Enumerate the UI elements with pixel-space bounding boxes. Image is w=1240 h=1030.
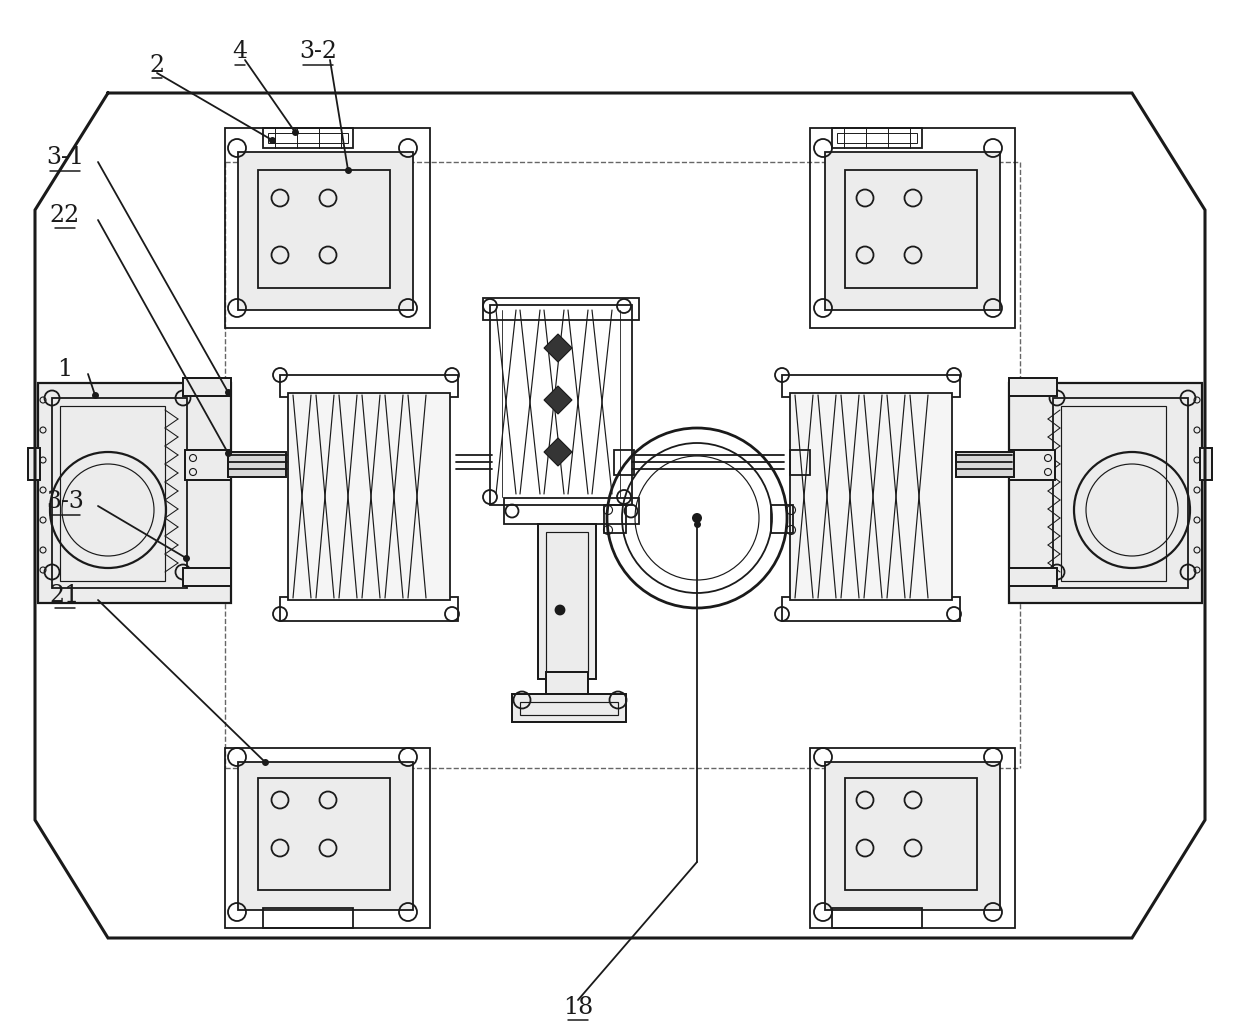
Bar (268, 133, 348, 143)
Bar (263, 908, 353, 928)
Polygon shape (544, 386, 572, 414)
Bar (184, 568, 231, 586)
Bar (1009, 568, 1056, 586)
Polygon shape (544, 438, 572, 466)
Bar (956, 452, 1014, 477)
Bar (1009, 383, 1202, 603)
Bar (546, 533, 588, 672)
Text: 4: 4 (232, 40, 248, 64)
Bar (184, 378, 231, 396)
Bar (810, 128, 1016, 328)
Bar (29, 448, 40, 480)
Bar (29, 448, 40, 480)
Bar (844, 778, 977, 890)
Bar (832, 908, 923, 928)
Bar (790, 393, 952, 600)
Bar (782, 597, 960, 621)
Bar (956, 452, 1014, 477)
Bar (280, 597, 458, 621)
Bar (1009, 568, 1056, 586)
Bar (546, 672, 588, 694)
Bar (825, 152, 999, 310)
Bar (832, 128, 923, 148)
Bar (1009, 450, 1055, 480)
Bar (184, 568, 231, 586)
Bar (538, 524, 596, 679)
Bar (38, 383, 231, 603)
Text: 2: 2 (150, 54, 165, 76)
Circle shape (556, 606, 564, 615)
Bar (52, 398, 187, 588)
Bar (280, 375, 458, 397)
Bar (825, 762, 999, 909)
Bar (60, 406, 165, 581)
Bar (512, 694, 626, 722)
Bar (538, 524, 596, 679)
Bar (837, 133, 918, 143)
Bar (614, 450, 634, 475)
Bar (1053, 398, 1188, 588)
Bar (238, 762, 413, 909)
Text: 3-2: 3-2 (299, 40, 337, 64)
Bar (484, 298, 639, 320)
Bar (1200, 448, 1211, 480)
Bar (512, 694, 626, 722)
Bar (258, 778, 391, 890)
Bar (38, 383, 231, 603)
Bar (1200, 448, 1211, 480)
Text: 22: 22 (50, 204, 81, 227)
Text: 3-3: 3-3 (46, 490, 84, 514)
Text: 1: 1 (57, 358, 73, 381)
Bar (1009, 383, 1202, 603)
Bar (604, 505, 626, 533)
Bar (1009, 378, 1056, 396)
Bar (490, 305, 632, 505)
Circle shape (692, 513, 702, 523)
Bar (810, 748, 1016, 928)
Bar (520, 702, 618, 715)
Bar (844, 170, 977, 288)
Bar (1009, 450, 1055, 480)
Bar (224, 128, 430, 328)
Bar (185, 450, 231, 480)
Bar (228, 452, 286, 477)
Bar (228, 452, 286, 477)
Text: 21: 21 (50, 584, 81, 607)
Text: 18: 18 (563, 996, 593, 1019)
Bar (546, 672, 588, 694)
Bar (258, 170, 391, 288)
Bar (238, 152, 413, 310)
Bar (184, 378, 231, 396)
Bar (1009, 378, 1056, 396)
Bar (185, 450, 231, 480)
Bar (503, 497, 639, 524)
Text: 3-1: 3-1 (46, 146, 84, 170)
Bar (790, 450, 810, 475)
Bar (224, 748, 430, 928)
Polygon shape (544, 334, 572, 362)
Bar (771, 505, 794, 533)
Bar (1061, 406, 1166, 581)
Bar (263, 128, 353, 148)
Bar (782, 375, 960, 397)
Bar (288, 393, 450, 600)
